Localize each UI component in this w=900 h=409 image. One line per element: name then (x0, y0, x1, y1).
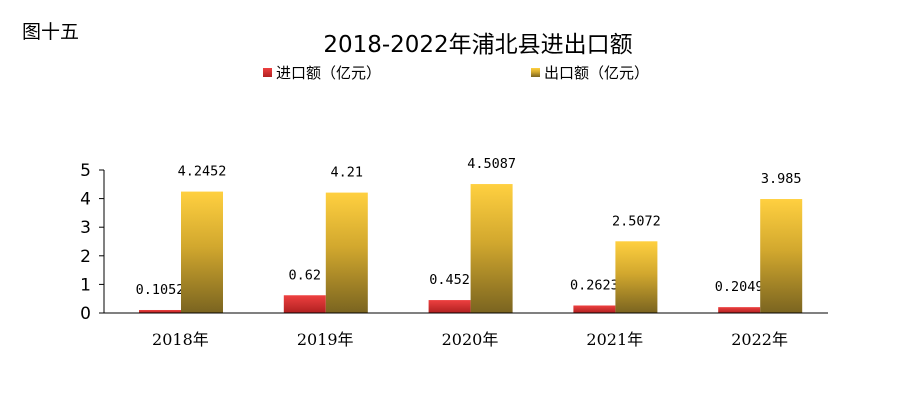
bar-import (428, 300, 471, 313)
data-label-import: 0.2623 (570, 277, 619, 293)
data-label-import: 0.1052 (136, 282, 185, 298)
bar-export (325, 192, 368, 313)
data-label-export: 3.985 (761, 171, 802, 187)
y-axis: 0 1 2 3 4 5 (80, 161, 105, 324)
legend-swatch-import (263, 68, 272, 77)
bar-import (718, 307, 761, 313)
bar-import (573, 305, 616, 313)
y-tick-label: 4 (80, 190, 91, 210)
legend: 进口额（亿元） 出口额（亿元） (263, 64, 649, 82)
y-tick-label: 3 (80, 218, 91, 238)
figure-label: 图十五 (22, 21, 79, 43)
data-label-export: 4.21 (331, 165, 364, 181)
bar-export (470, 184, 513, 313)
y-tick-label: 0 (80, 304, 91, 324)
x-tick-label: 2019年 (297, 330, 354, 349)
y-tick-label: 2 (80, 247, 91, 267)
data-label-export: 4.5087 (467, 156, 516, 172)
x-tick-label: 2020年 (442, 330, 499, 349)
data-label-export: 2.5072 (612, 213, 661, 229)
data-label-import: 0.2049 (715, 279, 764, 295)
x-tick-label: 2021年 (586, 330, 643, 349)
y-tick-label: 1 (80, 275, 91, 295)
y-tick-label: 5 (80, 161, 91, 181)
bars: 0.1052 4.2452 0.62 4.21 0.452 4.5087 0.2623 2.5… (136, 156, 803, 313)
legend-swatch-export (531, 68, 540, 77)
x-tick-label: 2022年 (731, 330, 788, 349)
bar-import (139, 309, 181, 313)
x-axis: 2018年 2019年 2020年 2021年 2022年 (104, 312, 828, 349)
chart-title: 2018-2022年浦北县进出口额 (323, 32, 632, 58)
data-label-import: 0.62 (289, 267, 322, 283)
legend-label-import: 进口额（亿元） (276, 64, 381, 82)
bar-export (181, 191, 223, 313)
x-tick-label: 2018年 (152, 330, 209, 349)
bar-export (760, 199, 803, 313)
bar-import (283, 295, 326, 313)
data-label-import: 0.452 (429, 272, 470, 288)
data-label-export: 4.2452 (178, 164, 227, 180)
legend-label-export: 出口额（亿元） (544, 64, 649, 82)
bar-export (615, 241, 658, 313)
